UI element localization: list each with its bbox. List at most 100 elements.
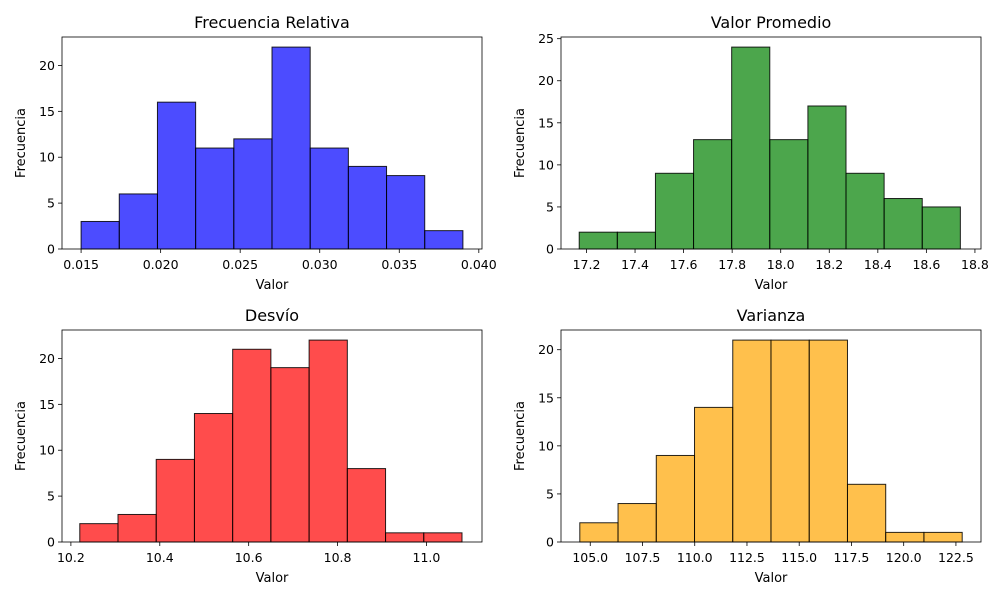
y-axis-label: Frecuencia <box>14 108 29 178</box>
histogram-bar <box>79 523 119 543</box>
histogram-bar <box>386 175 426 250</box>
y-tick-label: 0 <box>546 535 554 550</box>
x-tick-label: 10.4 <box>146 550 174 565</box>
histogram-bar <box>846 483 887 543</box>
y-tick-label: 0 <box>47 535 55 550</box>
panel-varianza: 0 5 10 15 20 105.0 107.5 110.0 112.5 115.0 117.5 1… <box>513 306 982 586</box>
x-tick-label: 122.5 <box>938 550 974 565</box>
y-tick-label: 5 <box>546 199 554 214</box>
y-axis: 0 5 10 15 20 25 <box>538 31 561 257</box>
x-axis-label: Valor <box>256 278 289 293</box>
histogram-bar <box>885 531 925 543</box>
x-tick-label: 0.015 <box>63 257 99 272</box>
histogram-bar <box>770 339 810 543</box>
histogram-bar <box>654 172 695 250</box>
bars <box>80 46 464 250</box>
x-tick-label: 117.5 <box>834 550 870 565</box>
chart-title: Varianza <box>737 306 806 325</box>
histogram-bar <box>80 220 120 250</box>
histogram-bar <box>309 147 349 250</box>
y-axis: 0 5 10 15 20 <box>39 58 62 257</box>
x-tick-label: 18.6 <box>912 257 940 272</box>
x-axis-label: Valor <box>755 571 788 586</box>
y-tick-label: 15 <box>39 104 55 119</box>
x-tick-label: 110.0 <box>677 550 713 565</box>
histogram-bar <box>616 231 656 250</box>
x-axis: 0.015 0.020 0.025 0.030 0.035 0.040 <box>63 249 497 272</box>
y-tick-label: 15 <box>538 390 554 405</box>
x-tick-label: 112.5 <box>729 550 765 565</box>
histogram-bar <box>233 138 273 250</box>
histogram-bar <box>578 231 618 250</box>
chart-title: Frecuencia Relativa <box>194 13 350 32</box>
x-tick-label: 18.0 <box>767 257 795 272</box>
x-tick-label: 10.6 <box>235 550 263 565</box>
x-axis-label: Valor <box>256 571 289 586</box>
bars <box>79 339 463 543</box>
histogram-bar <box>270 367 310 543</box>
y-tick-label: 25 <box>538 31 554 46</box>
x-tick-label: 0.020 <box>143 257 179 272</box>
x-tick-label: 10.2 <box>57 550 85 565</box>
x-tick-label: 17.6 <box>670 257 698 272</box>
histogram-bar <box>655 454 696 543</box>
axes-frame <box>560 36 982 250</box>
histogram-bar <box>195 147 235 250</box>
y-axis: 0 5 10 15 20 <box>538 342 561 550</box>
y-tick-label: 0 <box>47 242 55 257</box>
histogram-bar <box>118 193 158 250</box>
y-tick-label: 20 <box>538 73 554 88</box>
histogram-bar <box>156 101 197 250</box>
x-tick-label: 120.0 <box>886 550 922 565</box>
histogram-bar <box>732 339 772 543</box>
x-tick-label: 10.8 <box>324 550 352 565</box>
x-tick-label: 11.0 <box>413 550 441 565</box>
chart-title: Desvío <box>245 306 299 325</box>
x-tick-label: 107.5 <box>625 550 661 565</box>
x-tick-label: 17.2 <box>573 257 601 272</box>
histogram-bar <box>155 458 195 543</box>
histogram-bar <box>424 230 464 250</box>
y-tick-label: 20 <box>39 58 55 73</box>
y-tick-label: 5 <box>47 196 55 211</box>
chart-title: Valor Promedio <box>711 13 832 32</box>
x-tick-label: 18.8 <box>961 257 989 272</box>
histogram-bar <box>731 46 771 250</box>
x-tick-label: 115.0 <box>781 550 817 565</box>
histogram-bar <box>579 522 619 543</box>
x-axis-label: Valor <box>755 278 788 293</box>
histogram-bar <box>347 165 388 250</box>
y-tick-label: 15 <box>538 115 554 130</box>
x-tick-label: 105.0 <box>572 550 608 565</box>
histogram-bar <box>308 339 348 543</box>
x-axis: 10.2 10.4 10.6 10.8 11.0 <box>57 542 440 565</box>
y-axis: 0 5 10 15 20 <box>39 351 62 550</box>
y-tick-label: 5 <box>546 486 554 501</box>
y-tick-label: 10 <box>538 438 554 453</box>
x-tick-label: 0.035 <box>381 257 417 272</box>
histogram-bar <box>385 532 425 543</box>
histogram-bar <box>807 105 847 250</box>
panel-desvio: 0 5 10 15 20 10.2 10.4 10.6 10.8 11.0 Desvío Val… <box>14 306 483 586</box>
x-tick-label: 18.2 <box>815 257 843 272</box>
histogram-bar <box>883 198 923 250</box>
x-tick-label: 18.4 <box>864 257 892 272</box>
histogram-bar <box>845 172 885 250</box>
histogram-bar <box>117 513 157 543</box>
y-axis-label: Frecuencia <box>513 108 528 178</box>
y-tick-label: 10 <box>39 150 55 165</box>
y-axis-label: Frecuencia <box>513 401 528 471</box>
y-tick-label: 10 <box>538 157 554 172</box>
x-tick-label: 0.040 <box>461 257 497 272</box>
bars <box>579 339 963 543</box>
histogram-bar <box>769 139 809 250</box>
y-tick-label: 20 <box>538 342 554 357</box>
y-tick-label: 20 <box>39 351 55 366</box>
histogram-bar <box>808 339 848 543</box>
bars <box>578 46 961 250</box>
histogram-bar <box>694 406 734 543</box>
histogram-bar <box>923 531 963 543</box>
